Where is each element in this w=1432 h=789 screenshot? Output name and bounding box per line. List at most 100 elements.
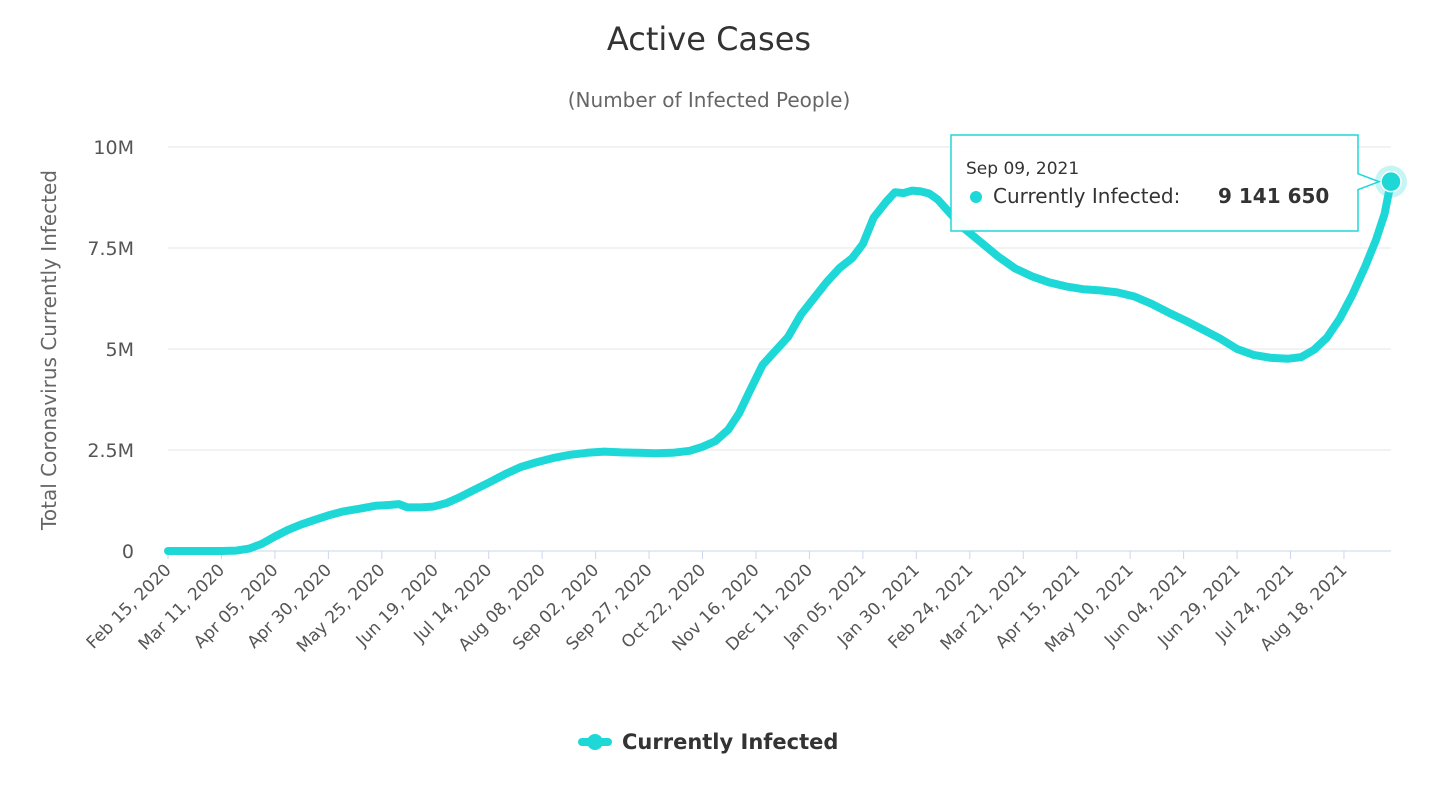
data-point[interactable] bbox=[701, 445, 704, 449]
data-point[interactable] bbox=[358, 507, 362, 511]
data-point[interactable] bbox=[760, 363, 764, 367]
data-point[interactable] bbox=[418, 505, 422, 509]
data-point[interactable] bbox=[1312, 348, 1316, 352]
data-point[interactable] bbox=[1269, 356, 1273, 360]
tooltip-date: Sep 09, 2021 bbox=[966, 159, 1079, 179]
data-point[interactable] bbox=[799, 313, 803, 317]
data-point[interactable] bbox=[936, 198, 940, 201]
data-point[interactable] bbox=[166, 549, 170, 553]
data-point[interactable] bbox=[1184, 319, 1188, 323]
data-point[interactable] bbox=[1132, 295, 1136, 298]
data-point[interactable] bbox=[1338, 317, 1342, 321]
data-point[interactable] bbox=[1218, 337, 1222, 340]
data-point[interactable] bbox=[406, 505, 409, 509]
data-point[interactable] bbox=[1201, 328, 1205, 332]
data-point[interactable] bbox=[1351, 293, 1354, 296]
data-point[interactable] bbox=[1235, 347, 1239, 351]
y-tick-label: 10M bbox=[93, 137, 134, 159]
data-point[interactable] bbox=[457, 496, 461, 500]
data-point[interactable] bbox=[850, 256, 854, 260]
data-point[interactable] bbox=[884, 200, 888, 203]
data-point[interactable] bbox=[551, 456, 555, 460]
tooltip-box bbox=[950, 134, 1382, 232]
data-point[interactable] bbox=[1363, 264, 1367, 268]
data-point[interactable] bbox=[713, 439, 717, 443]
series-currently-infected[interactable] bbox=[164, 165, 1408, 555]
data-point[interactable] bbox=[1299, 355, 1303, 359]
data-point[interactable] bbox=[1115, 290, 1119, 294]
data-point[interactable] bbox=[1098, 288, 1102, 292]
data-point[interactable] bbox=[311, 518, 315, 522]
data-point[interactable] bbox=[397, 502, 401, 506]
series-line-currently-infected[interactable] bbox=[164, 177, 1395, 555]
data-point[interactable] bbox=[198, 549, 202, 553]
data-point[interactable] bbox=[373, 504, 377, 508]
data-point[interactable] bbox=[1150, 302, 1153, 306]
data-point[interactable] bbox=[504, 472, 508, 476]
data-point[interactable] bbox=[671, 451, 675, 455]
data-point[interactable] bbox=[861, 242, 865, 246]
data-point[interactable] bbox=[519, 465, 523, 469]
data-point[interactable] bbox=[220, 549, 223, 553]
data-point[interactable] bbox=[444, 501, 448, 505]
data-point[interactable] bbox=[910, 189, 914, 193]
data-point[interactable] bbox=[388, 503, 392, 507]
data-point[interactable] bbox=[902, 191, 905, 195]
data-point[interactable] bbox=[585, 451, 589, 455]
y-tick-label: 5M bbox=[106, 339, 134, 361]
data-point[interactable] bbox=[636, 451, 640, 455]
legend-label[interactable]: Currently Infected bbox=[622, 730, 838, 754]
data-point[interactable] bbox=[273, 535, 277, 538]
data-point[interactable] bbox=[1383, 212, 1387, 216]
data-point[interactable] bbox=[927, 192, 931, 195]
data-point[interactable] bbox=[737, 412, 741, 416]
data-point[interactable] bbox=[748, 389, 752, 393]
data-point[interactable] bbox=[1167, 311, 1171, 315]
data-point[interactable] bbox=[1252, 353, 1256, 357]
data-point[interactable] bbox=[654, 451, 657, 455]
data-point[interactable] bbox=[919, 189, 923, 193]
data-point[interactable] bbox=[602, 450, 606, 454]
data-point[interactable] bbox=[1286, 357, 1290, 361]
y-axis-ticks: 0 2.5M 5M 7.5M 10M bbox=[87, 137, 134, 563]
data-point[interactable] bbox=[326, 513, 330, 517]
data-point[interactable] bbox=[1325, 336, 1329, 340]
data-point[interactable] bbox=[286, 528, 290, 532]
data-point[interactable] bbox=[247, 547, 251, 551]
tooltip-series-label: Currently Infected: bbox=[993, 184, 1180, 208]
data-point[interactable] bbox=[837, 266, 841, 270]
data-point[interactable] bbox=[688, 449, 692, 453]
data-point[interactable] bbox=[1374, 238, 1378, 242]
data-point[interactable] bbox=[568, 453, 572, 457]
data-point[interactable] bbox=[534, 461, 538, 464]
data-point[interactable] bbox=[1081, 287, 1085, 291]
data-point[interactable] bbox=[1064, 284, 1068, 288]
data-point[interactable] bbox=[487, 481, 491, 485]
y-tick-label: 7.5M bbox=[87, 238, 134, 260]
tooltip-series-marker bbox=[970, 191, 982, 203]
data-point[interactable] bbox=[812, 297, 816, 300]
data-point[interactable] bbox=[260, 542, 264, 546]
data-point[interactable] bbox=[893, 190, 897, 194]
data-point[interactable] bbox=[1030, 274, 1034, 278]
data-point[interactable] bbox=[299, 523, 303, 527]
data-point[interactable] bbox=[1047, 280, 1051, 284]
data-point[interactable] bbox=[786, 335, 790, 339]
data-point[interactable] bbox=[825, 280, 828, 284]
data-point[interactable] bbox=[619, 450, 623, 454]
data-point[interactable] bbox=[1013, 266, 1017, 270]
data-point[interactable] bbox=[773, 349, 777, 353]
legend[interactable]: Currently Infected bbox=[578, 730, 838, 754]
data-point[interactable] bbox=[872, 216, 876, 220]
y-tick-label: 2.5M bbox=[87, 440, 134, 462]
data-point[interactable] bbox=[341, 509, 345, 513]
data-point[interactable] bbox=[726, 428, 730, 432]
tooltip: Sep 09, 2021 Currently Infected: 9 141 6… bbox=[950, 134, 1382, 232]
data-point[interactable] bbox=[234, 549, 238, 553]
hover-point[interactable] bbox=[1380, 170, 1402, 193]
data-point[interactable] bbox=[979, 240, 982, 244]
data-point[interactable] bbox=[431, 505, 435, 509]
data-point[interactable] bbox=[470, 489, 474, 493]
data-point[interactable] bbox=[996, 254, 1000, 258]
